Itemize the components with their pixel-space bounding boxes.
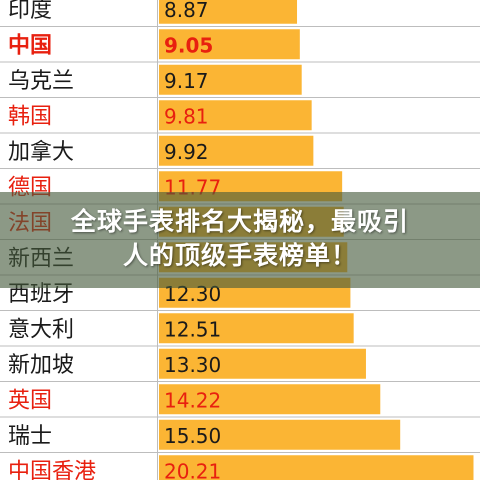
category-label: 瑞士: [8, 424, 52, 449]
bar: [159, 455, 474, 480]
value-label: 12.51: [164, 317, 221, 341]
bar: [159, 384, 381, 415]
bar: [159, 100, 312, 131]
category-label: 英国: [8, 388, 52, 413]
bar: [159, 0, 298, 24]
banner-title-line2: 人的顶级手表榜单！: [122, 241, 357, 270]
category-label: 新加坡: [8, 353, 74, 378]
bar: [159, 135, 314, 166]
value-label: 9.05: [164, 33, 213, 57]
category-label: 中国: [8, 33, 52, 58]
bar: [159, 64, 302, 95]
category-label: 乌克兰: [8, 69, 74, 94]
bar: [159, 419, 401, 450]
value-label: 9.81: [164, 104, 209, 128]
banner-title: 全球手表排名大揭秘，最吸引 人的顶级手表榜单！: [0, 205, 480, 273]
category-label: 中国香港: [8, 459, 96, 480]
value-label: 9.92: [164, 140, 209, 164]
title-banner: [0, 192, 480, 288]
value-label: 14.22: [164, 388, 221, 412]
value-label: 20.21: [164, 459, 221, 480]
value-label: 15.50: [164, 424, 221, 448]
category-label: 韩国: [8, 104, 52, 129]
category-label: 加拿大: [8, 139, 74, 165]
value-label: 8.87: [164, 0, 209, 22]
category-label: 意大利: [8, 317, 74, 342]
bar: [159, 313, 354, 344]
value-label: 13.30: [164, 353, 221, 377]
banner-title-line1: 全球手表排名大揭秘，最吸引: [70, 207, 409, 236]
bar: [159, 348, 366, 379]
bar: [159, 29, 300, 60]
category-label: 印度: [8, 0, 52, 23]
value-label: 9.17: [164, 69, 209, 93]
